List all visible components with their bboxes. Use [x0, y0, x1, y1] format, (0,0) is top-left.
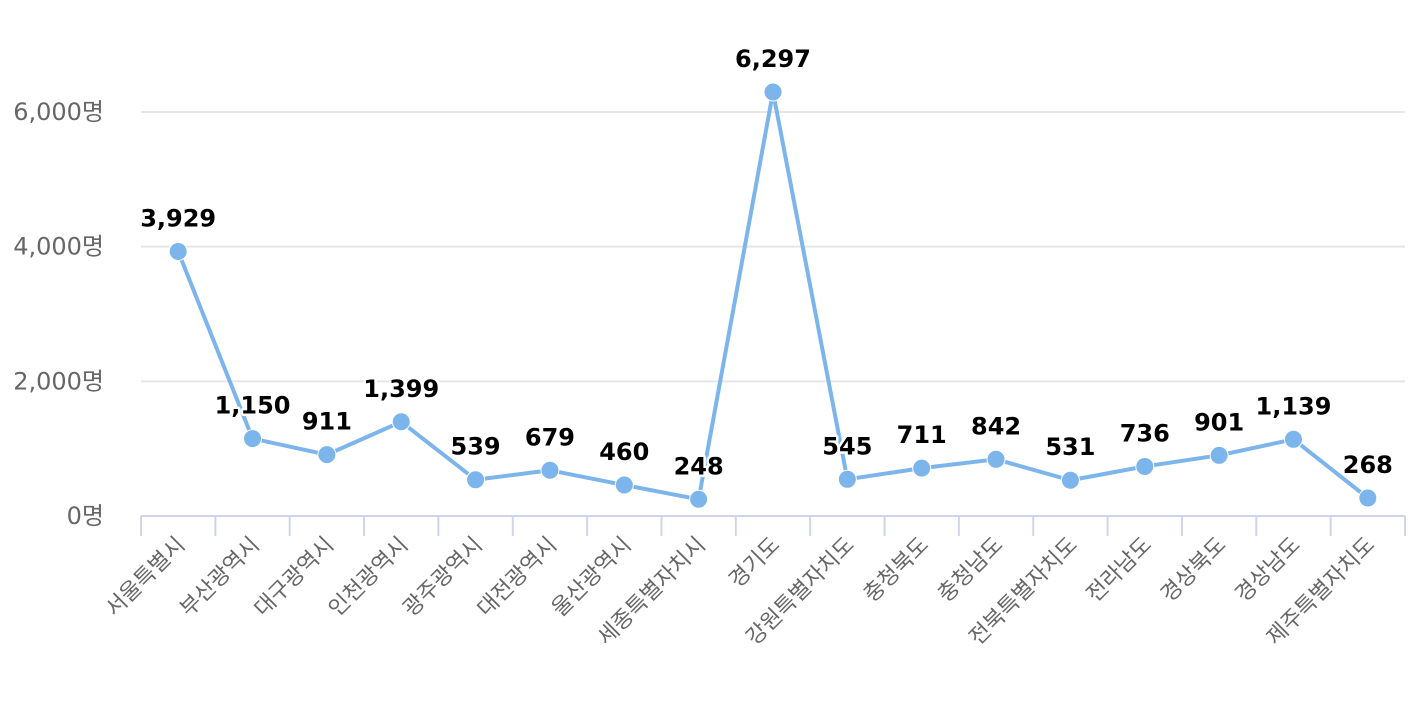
data-point[interactable]	[1283, 429, 1303, 449]
data-label: 911	[302, 408, 352, 436]
data-point[interactable]	[763, 82, 783, 102]
x-tick-label: 서울특별시	[101, 533, 190, 622]
data-point[interactable]	[1060, 470, 1080, 490]
x-tick-label: 충청북도	[859, 533, 934, 608]
data-point[interactable]	[1209, 445, 1229, 465]
data-label: 460	[599, 438, 649, 466]
data-label: 3,929	[140, 204, 216, 232]
data-label: 901	[1194, 408, 1244, 436]
data-label: 736	[1120, 419, 1170, 447]
x-tick-label: 인천광역시	[324, 533, 413, 622]
data-point[interactable]	[168, 241, 188, 261]
data-point[interactable]	[986, 449, 1006, 469]
data-label: 268	[1343, 451, 1393, 479]
data-point[interactable]	[1358, 488, 1378, 508]
x-tick-label: 충청남도	[933, 533, 1008, 608]
data-point[interactable]	[837, 469, 857, 489]
data-point[interactable]	[614, 475, 634, 495]
x-tick-label: 광주광역시	[399, 533, 488, 622]
grid-lines	[141, 111, 1405, 383]
data-point[interactable]	[912, 458, 932, 478]
data-label: 679	[525, 423, 575, 451]
data-label: 531	[1045, 433, 1095, 461]
data-label: 1,150	[215, 392, 291, 420]
data-point[interactable]	[689, 489, 709, 509]
x-tick-label: 경상북도	[1156, 533, 1231, 608]
data-label: 1,139	[1256, 392, 1332, 420]
y-axis: 0명 2,000명 4,000명 6,000명	[13, 98, 104, 530]
y-tick-label: 4,000명	[13, 233, 104, 261]
x-tick-label: 경상남도	[1231, 533, 1306, 608]
data-point[interactable]	[243, 429, 263, 449]
data-point[interactable]	[466, 470, 486, 490]
x-tick-label: 부산광역시	[176, 533, 265, 622]
data-label: 842	[971, 412, 1021, 440]
data-label: 539	[451, 433, 501, 461]
data-point[interactable]	[1135, 456, 1155, 476]
x-axis: 서울특별시부산광역시대구광역시인천광역시광주광역시대전광역시울산광역시세종특별자…	[101, 515, 1406, 650]
y-tick-label: 2,000명	[13, 367, 104, 395]
data-label: 1,399	[363, 375, 439, 403]
x-tick-label: 경기도	[725, 533, 786, 594]
series	[168, 82, 1378, 509]
data-label: 6,297	[735, 45, 811, 73]
x-tick-label: 대전광역시	[473, 533, 562, 622]
data-label: 545	[822, 432, 872, 460]
x-tick-label: 전라남도	[1082, 533, 1157, 608]
y-tick-label: 0명	[67, 502, 104, 530]
data-point[interactable]	[391, 412, 411, 432]
x-tick-label: 대구광역시	[250, 533, 339, 622]
series-line	[176, 90, 1370, 502]
y-tick-label: 6,000명	[13, 98, 104, 126]
data-label: 248	[674, 452, 724, 480]
data-point[interactable]	[317, 445, 337, 465]
data-label: 711	[897, 421, 947, 449]
data-point[interactable]	[540, 460, 560, 480]
data-labels: 3,929 1,150 911 1,399 539 679 460 248 6,297 545 71…	[138, 43, 1396, 483]
